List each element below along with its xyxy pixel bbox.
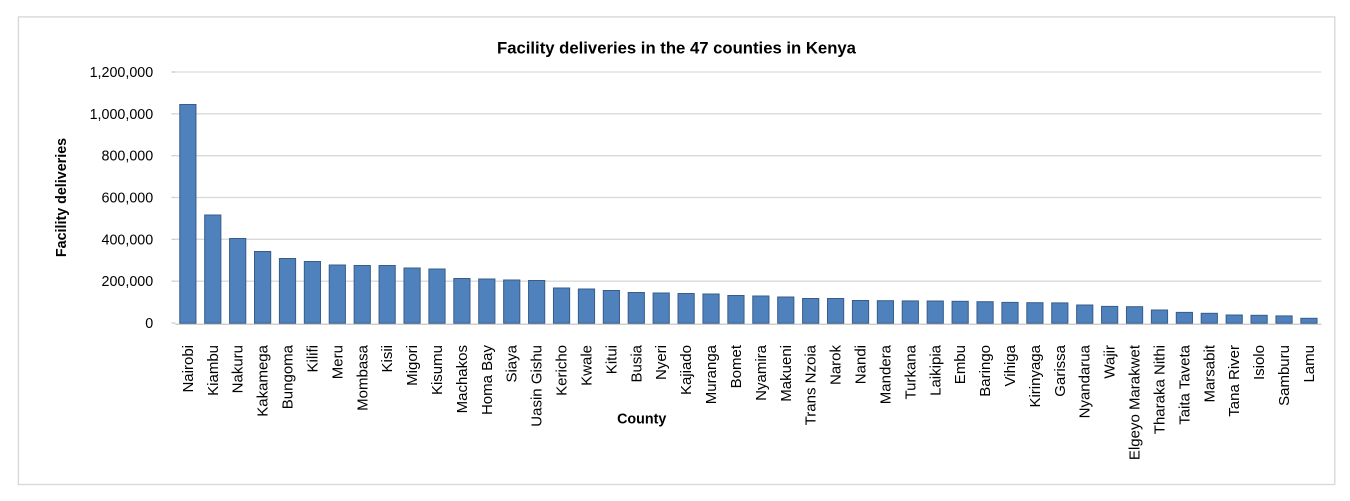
svg-text:Kericho: Kericho bbox=[554, 345, 571, 396]
svg-text:Kisumu: Kisumu bbox=[429, 345, 446, 395]
svg-text:Garissa: Garissa bbox=[1052, 344, 1069, 396]
svg-text:Nandi: Nandi bbox=[853, 345, 870, 384]
svg-text:Facility deliveries in the 47: Facility deliveries in the 47 counties i… bbox=[497, 39, 857, 58]
svg-text:0: 0 bbox=[145, 316, 153, 332]
svg-text:Embu: Embu bbox=[952, 345, 969, 384]
svg-text:800,000: 800,000 bbox=[102, 149, 154, 165]
svg-text:Kirinyaga: Kirinyaga bbox=[1027, 344, 1044, 407]
svg-text:Kilifi: Kilifi bbox=[304, 345, 321, 373]
svg-text:Facility deliveries: Facility deliveries bbox=[54, 138, 70, 257]
svg-text:Marsabit: Marsabit bbox=[1201, 344, 1218, 402]
svg-text:Siaya: Siaya bbox=[504, 344, 521, 382]
svg-text:Wajir: Wajir bbox=[1102, 345, 1119, 379]
svg-text:Nyamira: Nyamira bbox=[753, 344, 770, 400]
svg-text:600,000: 600,000 bbox=[102, 191, 154, 207]
svg-text:Makueni: Makueni bbox=[778, 345, 795, 402]
svg-text:1,000,000: 1,000,000 bbox=[90, 107, 154, 123]
svg-text:Baringo: Baringo bbox=[977, 345, 994, 397]
svg-text:Uasin Gishu: Uasin Gishu bbox=[529, 345, 546, 427]
svg-text:Narok: Narok bbox=[828, 345, 845, 386]
svg-text:Kisii: Kisii bbox=[379, 345, 396, 373]
svg-text:Nakuru: Nakuru bbox=[230, 345, 247, 393]
svg-text:Turkana: Turkana bbox=[902, 344, 919, 399]
svg-text:Nyeri: Nyeri bbox=[653, 345, 670, 380]
svg-text:Meru: Meru bbox=[329, 345, 346, 379]
svg-text:1,200,000: 1,200,000 bbox=[90, 65, 154, 81]
svg-text:Kakamega: Kakamega bbox=[255, 344, 272, 416]
svg-text:200,000: 200,000 bbox=[102, 274, 154, 290]
svg-text:Kajiado: Kajiado bbox=[678, 345, 695, 395]
svg-text:Mombasa: Mombasa bbox=[354, 344, 371, 411]
svg-text:Mandera: Mandera bbox=[877, 344, 894, 404]
svg-text:Nairobi: Nairobi bbox=[180, 345, 197, 393]
svg-text:Taita Taveta: Taita Taveta bbox=[1176, 344, 1193, 424]
svg-text:Muranga: Muranga bbox=[703, 344, 720, 404]
svg-text:Tana River: Tana River bbox=[1226, 345, 1243, 417]
svg-text:Samburu: Samburu bbox=[1276, 345, 1293, 406]
svg-text:Migori: Migori bbox=[404, 345, 421, 386]
svg-text:Trans Nzoia: Trans Nzoia bbox=[803, 344, 820, 425]
svg-text:Busia: Busia bbox=[628, 344, 645, 382]
svg-text:Lamu: Lamu bbox=[1301, 345, 1318, 383]
svg-text:Bomet: Bomet bbox=[728, 344, 745, 388]
svg-text:Laikipia: Laikipia bbox=[927, 344, 944, 396]
svg-text:Kwale: Kwale bbox=[578, 345, 595, 386]
svg-text:Tharaka Nithi: Tharaka Nithi bbox=[1151, 345, 1168, 434]
svg-text:400,000: 400,000 bbox=[102, 232, 154, 248]
svg-text:Homa Bay: Homa Bay bbox=[479, 345, 496, 416]
svg-text:Isiolo: Isiolo bbox=[1251, 345, 1268, 380]
svg-text:Kitui: Kitui bbox=[603, 345, 620, 374]
svg-text:Machakos: Machakos bbox=[454, 345, 471, 413]
svg-text:Elgeyo Marakwet: Elgeyo Marakwet bbox=[1127, 344, 1144, 460]
svg-text:Bungoma: Bungoma bbox=[280, 344, 297, 409]
svg-text:Kiambu: Kiambu bbox=[205, 345, 222, 396]
svg-text:Nyandarua: Nyandarua bbox=[1077, 344, 1094, 418]
svg-text:Vihiga: Vihiga bbox=[1002, 344, 1019, 386]
svg-text:County: County bbox=[617, 412, 666, 428]
